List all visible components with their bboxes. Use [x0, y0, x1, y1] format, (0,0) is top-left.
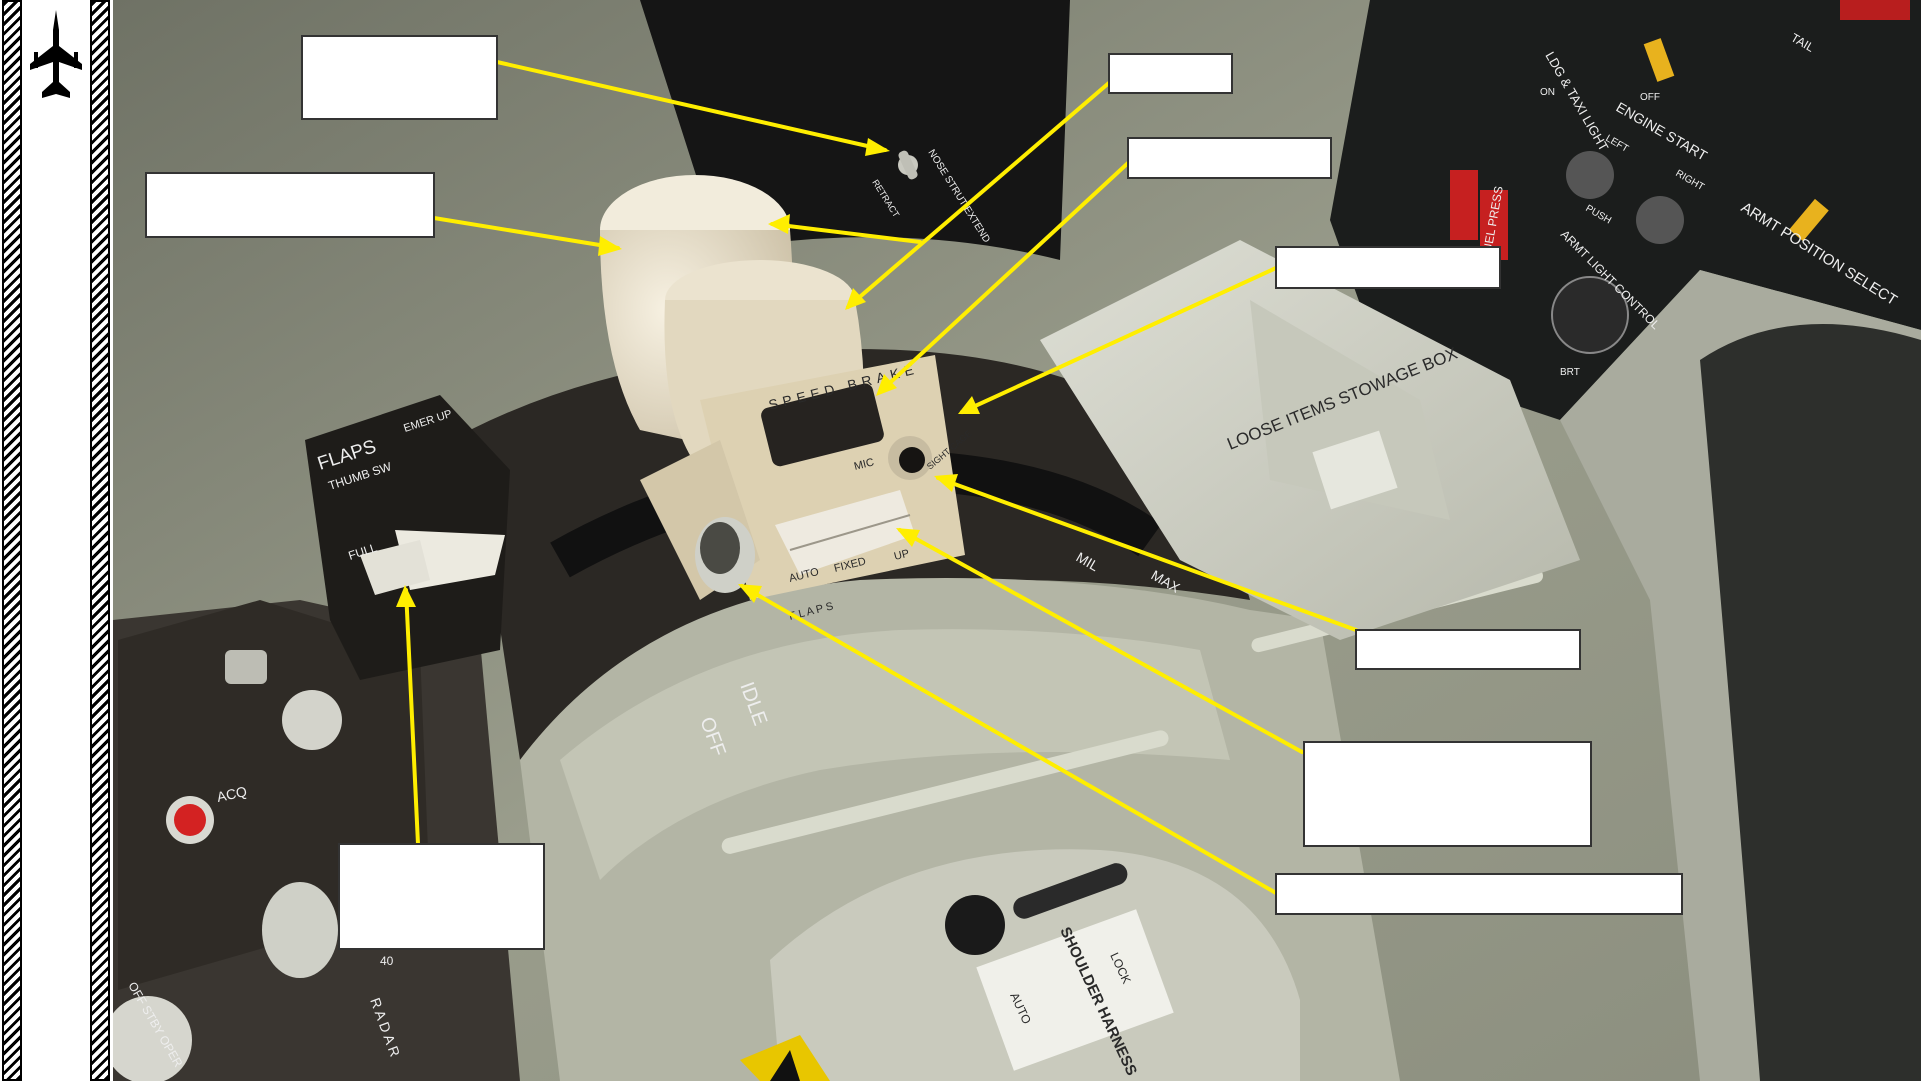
label-radar-antenna-elevation [1127, 137, 1332, 179]
label-throttle-friction [1275, 246, 1501, 289]
hatch-border-left [2, 0, 22, 1081]
radar-40-text: 40 [380, 954, 394, 968]
label-speed-brake-switch [1108, 53, 1233, 94]
label-sight-cage-button [1355, 629, 1581, 670]
label-flaps-thumb-switch [1303, 741, 1592, 847]
armt-brt-text: BRT [1560, 367, 1580, 378]
hatch-border-right [90, 0, 110, 1081]
mic-text: MIC [853, 456, 876, 473]
acq-text: ACQ [215, 783, 248, 805]
label-nose-strut-switch [301, 35, 498, 120]
label-mic-button [1275, 873, 1683, 915]
ldg-on-text: ON [1540, 87, 1555, 98]
label-flaps-lever [338, 843, 545, 950]
jet-aircraft-icon [30, 10, 82, 98]
label-throttle-grip [145, 172, 435, 238]
side-strip [0, 0, 113, 1081]
engine-off-text: OFF [1640, 92, 1660, 103]
